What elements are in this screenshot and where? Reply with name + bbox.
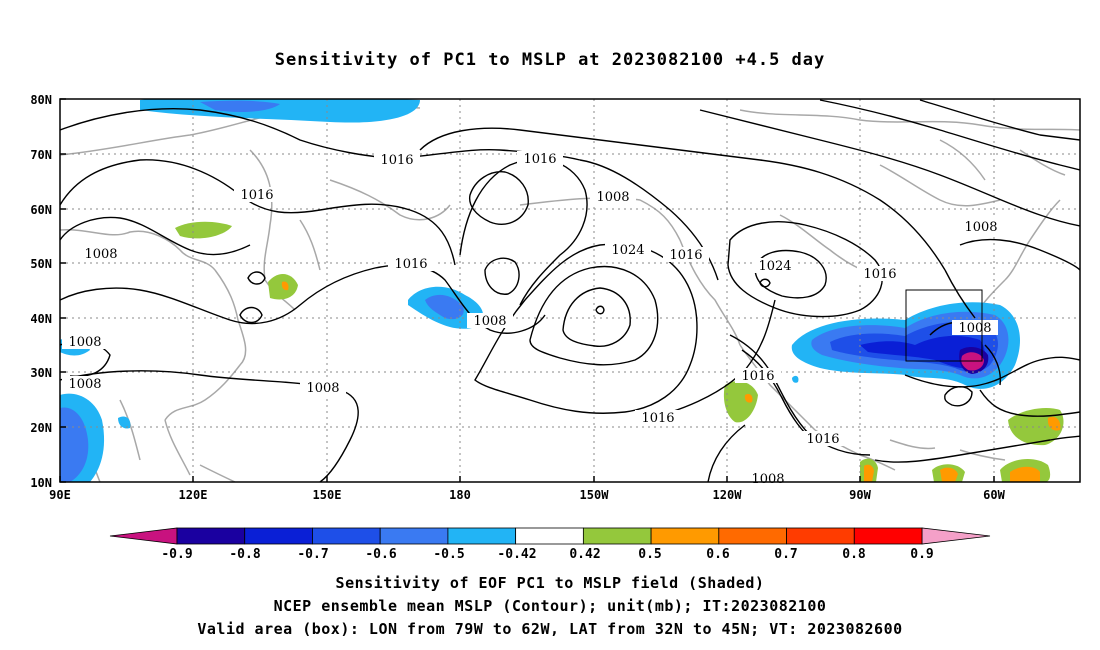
contour-label: 1016 [523, 152, 556, 167]
x-axis-labels: 90E 120E 150E 180 150W 120W 90W 60W [49, 488, 1005, 502]
x-tick-label: 120E [179, 488, 208, 502]
y-tick-label: 40N [30, 312, 52, 326]
colorbar-swatch [447, 527, 517, 545]
y-tick-label: 60N [30, 203, 52, 217]
colorbar-label: 0.9 [910, 547, 933, 562]
contour-label: 1008 [473, 314, 506, 329]
contour-label: 1008 [68, 377, 101, 392]
contour-label: 1016 [641, 411, 674, 426]
y-tick-label: 10N [30, 476, 52, 490]
contour-label: 1008 [306, 381, 339, 396]
contour-label: 1008 [596, 190, 629, 205]
x-tick-label: 120W [713, 488, 743, 502]
contour-label: 1016 [741, 369, 774, 384]
colorbar-swatch [312, 527, 381, 545]
contour-labels: 1016 1016 1008 1016 1024 1016 1008 1024 … [68, 152, 997, 487]
chart-title: Sensitivity of PC1 to MSLP at 2023082100… [274, 50, 826, 70]
colorbar-label: -0.42 [497, 547, 536, 562]
colorbar-label: -0.9 [161, 547, 192, 562]
colorbar-swatch [379, 527, 449, 545]
axis-ticks [59, 98, 995, 483]
colorbar-label: -0.7 [297, 547, 328, 562]
colorbar [109, 527, 991, 545]
caption-contour: NCEP ensemble mean MSLP (Contour); unit(… [273, 597, 827, 615]
contour-label: 1016 [863, 267, 896, 282]
y-axis-labels: 80N 70N 60N 50N 40N 30N 20N 10N [30, 93, 52, 490]
colorbar-label: -0.6 [365, 547, 396, 562]
colorbar-swatch [515, 527, 584, 545]
colorbar-swatch [718, 527, 787, 545]
valid-area-box [905, 289, 983, 362]
colorbar-swatch [176, 527, 246, 545]
colorbar-label: 0.42 [569, 547, 600, 562]
coastlines [60, 106, 1080, 482]
x-tick-label: 150E [313, 488, 342, 502]
colorbar-swatch [582, 527, 652, 545]
contour-label: 1008 [964, 220, 997, 235]
colorbar-label: 0.7 [774, 547, 797, 562]
colorbar-label: -0.5 [433, 547, 464, 562]
caption-valid-area: Valid area (box): LON from 79W to 62W, L… [197, 620, 903, 638]
colorbar-swatch [244, 527, 313, 545]
x-tick-label: 60W [983, 488, 1005, 502]
contour-label: 1016 [669, 248, 702, 263]
colorbar-right-tip [921, 527, 991, 545]
x-tick-label: 150W [580, 488, 610, 502]
contour-label: 1016 [806, 432, 839, 447]
contour-label: 1008 [958, 321, 991, 336]
contour-label: 1016 [240, 188, 273, 203]
colorbar-label: 0.5 [638, 547, 661, 562]
mslp-contours [60, 99, 1080, 482]
y-tick-label: 20N [30, 421, 52, 435]
colorbar-labels: -0.9 -0.8 -0.7 -0.6 -0.5 -0.42 0.42 0.5 … [161, 547, 933, 562]
y-tick-label: 30N [30, 366, 52, 380]
grid [60, 99, 1080, 482]
colorbar-label: 0.8 [842, 547, 866, 562]
x-tick-label: 180 [449, 488, 471, 502]
colorbar-swatch [786, 527, 855, 545]
y-tick-label: 70N [30, 148, 52, 162]
plot-frame [59, 98, 1081, 483]
colorbar-left-tip [109, 527, 178, 545]
contour-label: 1008 [68, 335, 101, 350]
contour-label: 1008 [84, 247, 117, 262]
y-tick-label: 50N [30, 257, 52, 271]
colorbar-label: -0.8 [229, 547, 260, 562]
colorbar-swatch [650, 527, 720, 545]
contour-label: 1024 [758, 259, 791, 274]
x-tick-label: 90E [49, 488, 71, 502]
contour-label: 1008 [751, 472, 784, 487]
colorbar-swatch [853, 527, 923, 545]
contour-label: 1024 [611, 243, 644, 258]
contour-label: 1016 [380, 153, 413, 168]
y-tick-label: 80N [30, 93, 52, 107]
caption-shaded: Sensitivity of EOF PC1 to MSLP field (Sh… [335, 574, 765, 592]
contour-label-bgs [62, 151, 1004, 482]
x-tick-label: 90W [849, 488, 871, 502]
contour-label: 1016 [394, 257, 427, 272]
colorbar-label: 0.6 [706, 547, 730, 562]
